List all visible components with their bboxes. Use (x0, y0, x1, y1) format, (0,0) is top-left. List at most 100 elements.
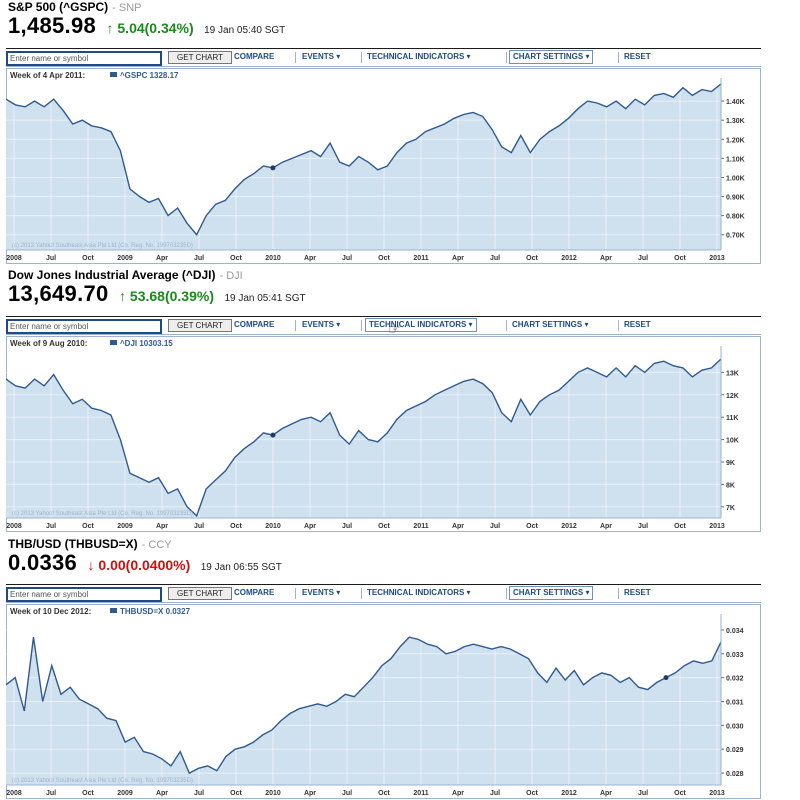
get-chart-button[interactable]: GET CHART (168, 587, 232, 600)
y-tick-label: 0.029 (726, 747, 744, 754)
x-tick-label: Oct (674, 255, 686, 262)
x-tick-label: Jul (46, 790, 56, 797)
quote-price: 13,649.70 (8, 281, 109, 306)
y-tick-label: 7K (726, 505, 735, 512)
series-marker (270, 432, 276, 438)
legend-swatch (110, 72, 117, 77)
x-tick-label: Jul (194, 255, 204, 262)
x-tick-label: Oct (526, 255, 538, 262)
x-tick-label: 2012 (561, 255, 577, 262)
events-menu[interactable]: EVENTS ▾ (302, 52, 341, 61)
y-tick-label: 0.031 (726, 700, 744, 707)
chart-header: Week of 9 Aug 2010: (10, 339, 87, 348)
x-tick-label: Jul (46, 523, 56, 530)
x-tick-label: Apr (304, 523, 316, 530)
x-tick-label: Oct (674, 523, 686, 530)
chart-panel[interactable]: Week of 4 Apr 2011: ^GSPC 1328.17 1.40K 1.3… (6, 68, 761, 264)
x-tick-label: Oct (674, 790, 686, 797)
x-tick-label: Jul (342, 790, 352, 797)
legend-swatch (110, 608, 117, 613)
y-tick-label: 0.030 (726, 723, 744, 730)
compare-button[interactable]: COMPARE (234, 588, 275, 597)
chart-settings-menu[interactable]: CHART SETTINGS ▾ (512, 320, 589, 329)
symbol-input[interactable]: Enter name or symbol (6, 319, 162, 334)
x-tick-label: Jul (194, 790, 204, 797)
x-tick-label: Oct (82, 523, 94, 530)
x-tick-label: 2012 (561, 523, 577, 530)
x-tick-label: 2013 (709, 523, 725, 530)
y-tick-label: 0.90K (726, 195, 745, 202)
quote-time: 19 Jan 06:55 SGT (200, 562, 282, 573)
y-tick-label: 1.20K (726, 137, 745, 144)
x-tick-label: Jul (46, 255, 56, 262)
copyright-watermark: (c) 2013 Yahoo! Southeast Asia Pte Ltd (… (12, 778, 193, 784)
y-tick-label: 9K (726, 460, 735, 467)
series-line (6, 358, 722, 518)
get-chart-button[interactable]: GET CHART (168, 319, 232, 332)
series-marker (270, 165, 276, 171)
chart-settings-menu[interactable]: CHART SETTINGS ▾ (509, 586, 594, 600)
quote-section-dji: Dow Jones Industrial Average (^DJI) - DJI… (0, 268, 800, 533)
quote-price: 1,485.98 (8, 13, 97, 38)
quote-title: THB/USD (THBUSD=X) (8, 537, 138, 551)
quote-section-sp500: S&P 500 (^GSPC) - SNP 1,485.98 ↑ 5.04(0.3… (0, 0, 800, 265)
x-tick-label: Apr (452, 790, 464, 797)
quote-title: S&P 500 (^GSPC) (8, 0, 109, 14)
x-tick-label: Oct (526, 790, 538, 797)
quote-time: 19 Jan 05:41 SGT (224, 293, 306, 304)
x-tick-label: Oct (378, 790, 390, 797)
x-tick-label: Apr (156, 523, 168, 530)
y-tick-label: 0.028 (726, 771, 744, 778)
chart-panel[interactable]: Week of 9 Aug 2010: ^DJI 10303.15 13K 12K 11… (6, 336, 761, 532)
area-chart[interactable]: Week of 9 Aug 2010: ^DJI 10303.15 13K 12K 11… (6, 336, 761, 532)
series-marker (663, 675, 669, 681)
y-tick-label: 10K (726, 438, 739, 445)
y-tick-label: 1.30K (726, 118, 745, 125)
events-menu[interactable]: EVENTS ▾ (302, 320, 341, 329)
x-tick-label: Oct (526, 523, 538, 530)
compare-button[interactable]: COMPARE (234, 320, 275, 329)
quote-change: ↑ 53.68(0.39%) (119, 288, 214, 304)
reset-button[interactable]: RESET (624, 588, 651, 597)
chart-panel[interactable]: Week of 10 Dec 2012: THBUSD=X 0.0327 0.034… (6, 604, 761, 799)
x-tick-label: Jul (342, 523, 352, 530)
chart-settings-menu[interactable]: CHART SETTINGS ▾ (509, 50, 594, 64)
events-menu[interactable]: EVENTS ▾ (302, 588, 341, 597)
area-chart[interactable]: Week of 4 Apr 2011: ^GSPC 1328.17 1.40K 1.3… (6, 68, 761, 264)
chart-toolbar: Enter name or symbol GET CHART COMPARE E… (6, 584, 761, 603)
x-tick-label: Oct (230, 255, 242, 262)
y-tick-label: 11K (726, 415, 738, 422)
quote-title: Dow Jones Industrial Average (^DJI) (8, 268, 216, 282)
x-tick-label: Apr (304, 255, 316, 262)
symbol-input[interactable]: Enter name or symbol (6, 587, 162, 602)
x-tick-label: Jul (342, 255, 352, 262)
x-tick-label: Apr (600, 790, 612, 797)
legend-entry: THBUSD=X 0.0327 (120, 607, 191, 616)
compare-button[interactable]: COMPARE (234, 52, 275, 61)
x-tick-label: Oct (230, 790, 242, 797)
x-tick-label: 2011 (413, 255, 428, 262)
get-chart-button[interactable]: GET CHART (168, 51, 232, 64)
x-tick-label: 2010 (265, 790, 281, 797)
x-tick-label: 2013 (709, 255, 725, 262)
technical-indicators-menu[interactable]: TECHNICAL INDICATORS ▾ (367, 588, 471, 597)
x-tick-label: Apr (600, 523, 612, 530)
x-tick-label: Oct (378, 255, 390, 262)
x-tick-label: 2009 (117, 790, 133, 797)
x-tick-label: Oct (82, 790, 94, 797)
x-tick-label: Jul (490, 790, 500, 797)
y-tick-label: 0.032 (726, 676, 744, 683)
symbol-input[interactable]: Enter name or symbol (6, 51, 162, 66)
technical-indicators-menu[interactable]: TECHNICAL INDICATORS ▾ (365, 318, 477, 332)
reset-button[interactable]: RESET (624, 52, 651, 61)
x-tick-label: 2013 (709, 790, 725, 797)
series-line (6, 83, 722, 236)
area-fill (6, 359, 721, 518)
x-tick-label: Oct (378, 523, 390, 530)
exchange-label: - SNP (112, 2, 142, 14)
area-chart[interactable]: Week of 10 Dec 2012: THBUSD=X 0.0327 0.034… (6, 604, 761, 799)
y-tick-label: 0.033 (726, 652, 744, 659)
reset-button[interactable]: RESET (624, 320, 651, 329)
x-tick-label: 2009 (117, 523, 133, 530)
technical-indicators-menu[interactable]: TECHNICAL INDICATORS ▾ (367, 52, 471, 61)
